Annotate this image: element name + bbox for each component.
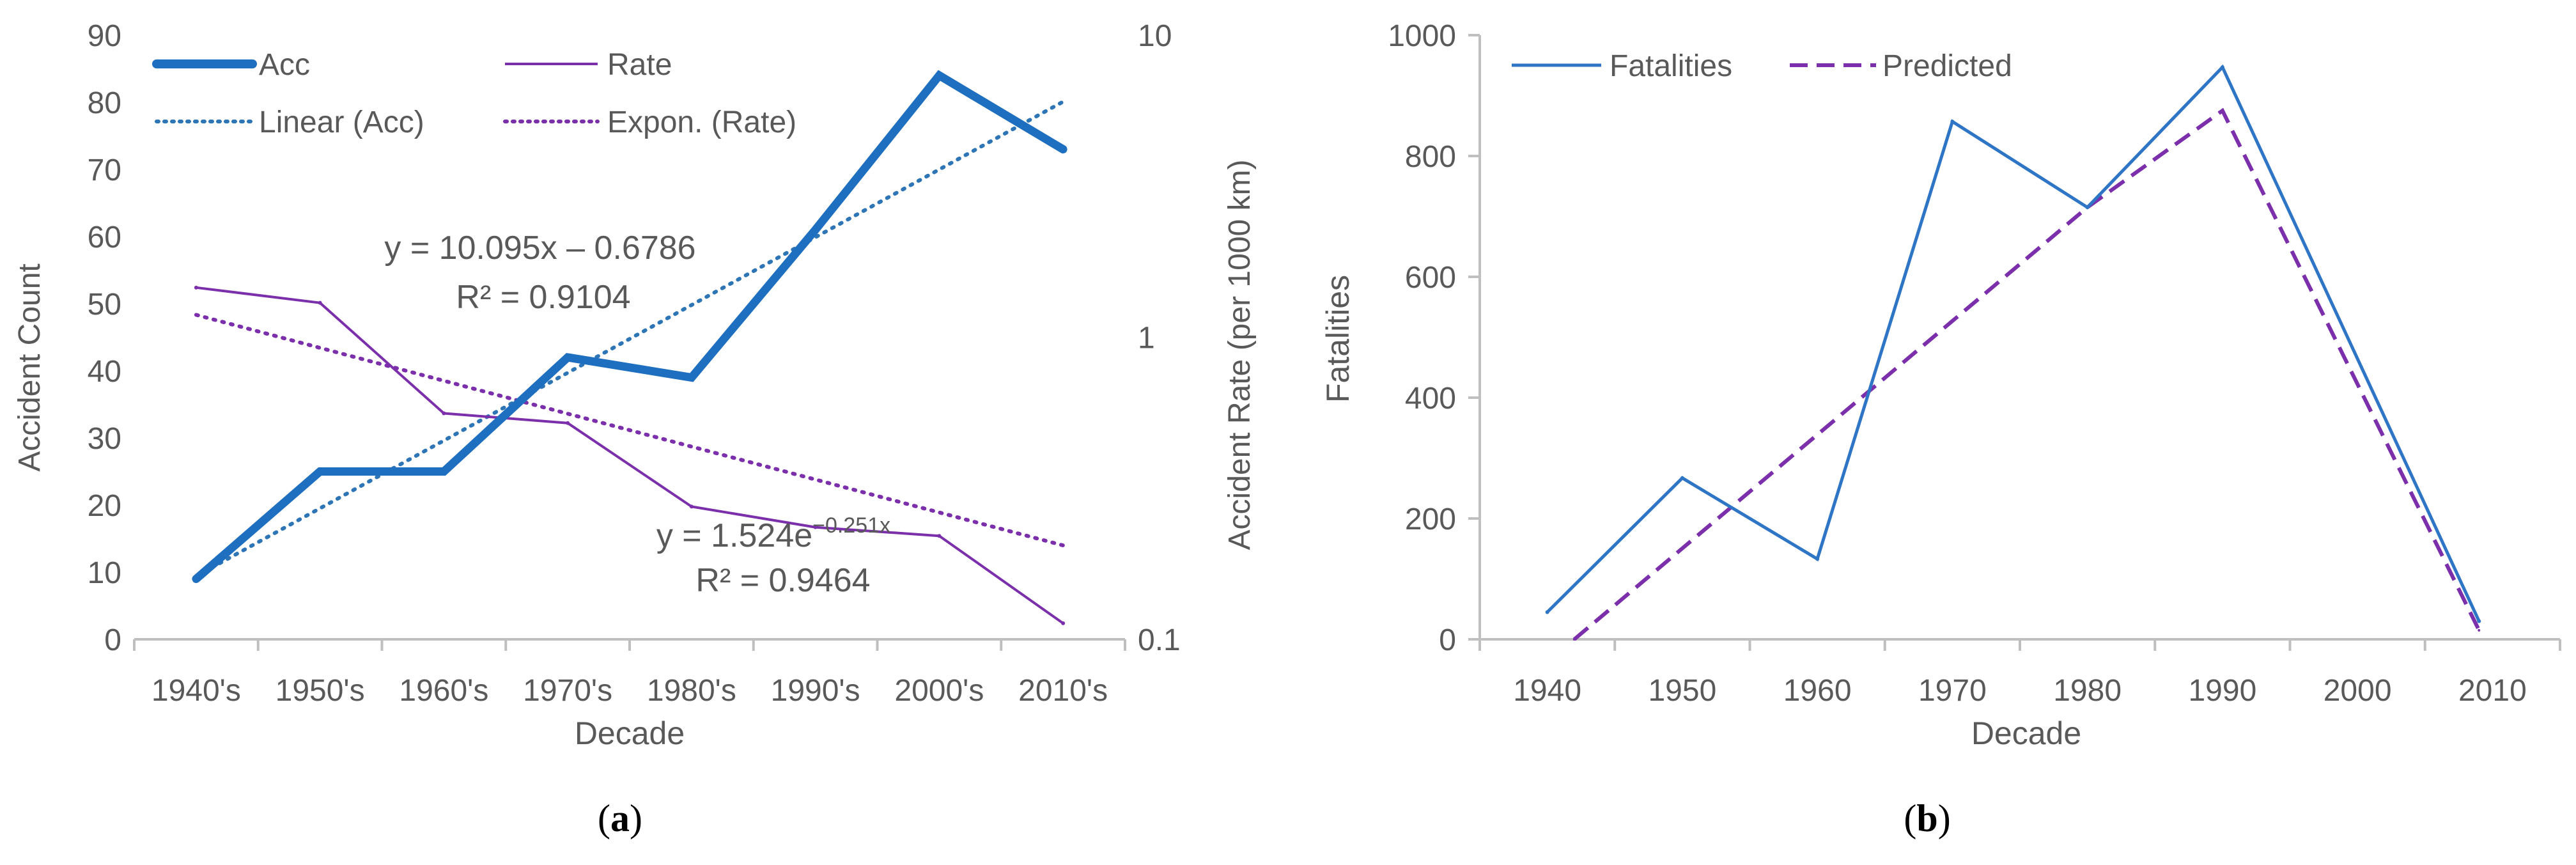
chart-b-y-axis-title: Fatalities bbox=[1320, 275, 1356, 403]
chart-a-y2-tick-label: 10 bbox=[1138, 19, 1172, 53]
chart-a-linear-equation: y = 10.095x – 0.6786 bbox=[384, 230, 695, 267]
chart-a-acc-point bbox=[192, 575, 200, 583]
chart-a-rate-point bbox=[318, 301, 322, 305]
chart-b-predicted-line bbox=[1574, 111, 2479, 639]
chart-a-x-tick-label: 1940's bbox=[151, 674, 241, 708]
chart-a-x-tick-label: 2000's bbox=[894, 674, 984, 708]
chart-a-y2-tick-label: 1 bbox=[1138, 322, 1155, 355]
chart-b-y-tick-label: 0 bbox=[1439, 623, 1456, 657]
chart-a-linear-trendline bbox=[196, 102, 1063, 576]
chart-b-predicted-point bbox=[1573, 638, 1576, 641]
chart-a-exp-equation-exponent: −0.251x bbox=[812, 513, 890, 538]
chart-b-y-tick-label: 400 bbox=[1405, 382, 1456, 416]
chart-a-exp-equation: y = 1.524e−0.251x bbox=[656, 513, 890, 554]
chart-a-x-tick-label: 1990's bbox=[771, 674, 860, 708]
chart-a-rate-point bbox=[194, 286, 198, 290]
chart-a-y-tick-label: 90 bbox=[88, 19, 121, 53]
chart-a-linear-r2: R² = 0.9104 bbox=[456, 279, 630, 316]
chart-a-y-tick-label: 0 bbox=[104, 623, 121, 657]
chart-a-legend: Acc Rate Linear (Acc) Expon. (Rate) bbox=[157, 48, 796, 139]
chart-a-x-tick-label: 1960's bbox=[399, 674, 488, 708]
chart-b-predicted-point bbox=[2478, 629, 2480, 632]
chart-a-rate-point bbox=[566, 421, 570, 425]
legend-predicted-label: Predicted bbox=[1882, 49, 2012, 83]
chart-a-exp-equation-base: y = 1.524e bbox=[656, 517, 812, 554]
chart-a-x-tick-label: 1980's bbox=[647, 674, 736, 708]
chart-b-fatalities-point bbox=[1680, 476, 1684, 480]
chart-a-x-axis-title: Decade bbox=[575, 715, 685, 751]
legend-linear-acc-label: Linear (Acc) bbox=[259, 105, 424, 139]
legend-expon-rate-label: Expon. (Rate) bbox=[607, 105, 796, 139]
chart-a-y-tick-label: 20 bbox=[88, 489, 121, 523]
chart-a-y-tick-label: 70 bbox=[88, 153, 121, 187]
chart-a-rate-point bbox=[937, 534, 941, 538]
chart-a-x-tick-label: 2010's bbox=[1018, 674, 1108, 708]
chart-a-rate-point bbox=[1061, 621, 1065, 625]
chart-b-x-tick-label: 1960 bbox=[1783, 674, 1852, 708]
chart-a-exp-r2: R² = 0.9464 bbox=[695, 562, 870, 599]
chart-b-y-tick-label: 600 bbox=[1405, 261, 1456, 295]
chart-a-y-tick-label: 40 bbox=[88, 355, 121, 389]
chart-b-x-axis-title: Decade bbox=[1971, 715, 2081, 751]
chart-a-y-tick-label: 50 bbox=[88, 288, 121, 322]
figure: 1940's 1950's 1960's 1970's 1980's 1990's 2000… bbox=[0, 0, 2576, 865]
chart-a-exponential-trendline bbox=[196, 315, 1063, 546]
chart-b-x-tick-label: 1980 bbox=[2053, 674, 2122, 708]
legend-fatalities-label: Fatalities bbox=[1610, 49, 1732, 83]
legend-acc-label: Acc bbox=[259, 48, 310, 82]
chart-b-fatalities-point bbox=[2477, 620, 2481, 623]
panel-label-a: (a) bbox=[598, 797, 642, 839]
chart-b-x-tick-label: 1970 bbox=[1918, 674, 1987, 708]
chart-a-rate-point bbox=[690, 504, 694, 508]
chart-b-fatalities-point bbox=[1546, 610, 1549, 614]
chart-a-acc-point bbox=[688, 374, 695, 382]
chart-b-fatalities-point bbox=[1815, 557, 1819, 561]
chart-a-y-tick-label: 80 bbox=[88, 86, 121, 120]
chart-a-y-axis-title: Accident Count bbox=[13, 263, 47, 472]
chart-b-fatalities-point bbox=[2221, 65, 2224, 69]
chart-a-acc-point bbox=[812, 226, 819, 234]
chart-b-x-tick-label: 1990 bbox=[2188, 674, 2256, 708]
chart-b-predicted-point bbox=[2221, 109, 2224, 112]
chart-b: 1940 1950 1960 1970 1980 1990 2000 2010 0 200 400… bbox=[1320, 19, 2560, 839]
chart-b-y-tick-label: 1000 bbox=[1388, 19, 1456, 53]
chart-b-fatalities-point bbox=[1950, 120, 1954, 123]
chart-a-acc-point bbox=[564, 354, 571, 361]
chart-a-acc-point bbox=[440, 468, 447, 476]
chart-b-x-tick-label: 2000 bbox=[2324, 674, 2392, 708]
chart-b-x-tick-label: 1950 bbox=[1648, 674, 1716, 708]
chart-a-acc-point bbox=[1059, 146, 1067, 153]
panel-label-b: (b) bbox=[1904, 797, 1950, 839]
chart-b-y-tick-label: 200 bbox=[1405, 503, 1456, 536]
chart-a-x-tick-label: 1950's bbox=[275, 674, 365, 708]
chart-a-y2-tick-label: 0.1 bbox=[1138, 623, 1181, 657]
chart-a-x-tick-label: 1970's bbox=[523, 674, 612, 708]
chart-b-fatalities-point bbox=[2086, 205, 2090, 209]
chart-a: 1940's 1950's 1960's 1970's 1980's 1990's 2000… bbox=[13, 19, 1257, 839]
legend-rate-label: Rate bbox=[607, 48, 672, 82]
chart-a-acc-point bbox=[316, 468, 324, 476]
chart-a-acc-point bbox=[935, 72, 943, 79]
chart-b-y-tick-label: 800 bbox=[1405, 140, 1456, 174]
chart-b-fatalities-line bbox=[1548, 67, 2479, 621]
chart-b-legend: Fatalities Predicted bbox=[1512, 49, 2012, 83]
chart-a-y-tick-label: 10 bbox=[88, 556, 121, 590]
chart-a-acc-line bbox=[196, 75, 1063, 579]
chart-a-y-tick-label: 60 bbox=[88, 221, 121, 254]
chart-a-y-tick-label: 30 bbox=[88, 422, 121, 456]
chart-b-x-tick-label: 1940 bbox=[1513, 674, 1581, 708]
chart-a-rate-point bbox=[442, 411, 446, 415]
chart-a-y2-axis-title: Accident Rate (per 1000 km) bbox=[1223, 160, 1257, 550]
chart-b-x-tick-label: 2010 bbox=[2458, 674, 2527, 708]
